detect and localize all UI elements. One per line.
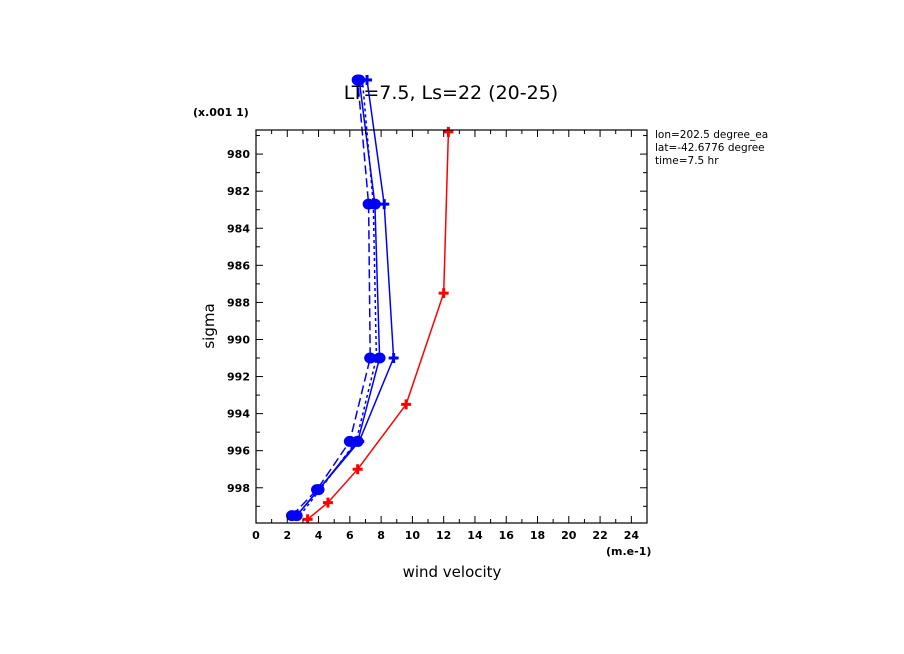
info-time: time=7.5 hr — [655, 155, 719, 167]
y-tick-label: 986 — [227, 259, 250, 272]
info-lat: lat=-42.6776 degree — [655, 142, 765, 154]
series-1-point — [352, 464, 363, 475]
y-tick-label: 984 — [227, 222, 250, 235]
series-2-point — [388, 353, 399, 364]
y-tick-label: 992 — [227, 371, 250, 384]
series-line-2 — [296, 79, 395, 517]
series-line-1 — [307, 131, 450, 520]
series-4-point — [362, 198, 375, 210]
x-tick-label: 14 — [467, 529, 483, 542]
x-tick-label: 18 — [530, 529, 545, 542]
x-tick-label: 24 — [624, 529, 640, 542]
y-axis: 980 982 984 986 988 990 992 994 996 998 — [227, 135, 647, 507]
series-line-5 — [299, 79, 378, 517]
series-layer — [285, 74, 454, 523]
x-axis: 0 2 4 6 8 10 12 14 16 18 20 22 24 — [252, 130, 648, 542]
y-tick-label: 988 — [227, 296, 250, 309]
x-axis-label: wind velocity — [403, 563, 502, 581]
x-tick-label: 12 — [436, 529, 451, 542]
y-tick-label: 990 — [227, 333, 250, 346]
series-line-3 — [296, 79, 381, 517]
series-4-point — [343, 435, 356, 447]
chart-title: LT=7.5, Ls=22 (20-25) — [344, 82, 558, 104]
x-tick-label: 20 — [561, 529, 577, 542]
x-tick-label: 6 — [346, 529, 354, 542]
series-4-point — [351, 74, 364, 86]
series-1-point — [401, 399, 412, 410]
y-tick-label: 980 — [227, 148, 250, 161]
series-4-point — [364, 352, 377, 364]
series-line-4 — [291, 79, 371, 517]
info-block: lon=202.5 degree_ea lat=-42.6776 degree … — [655, 129, 768, 167]
series-1-point — [443, 126, 454, 137]
series-1-point — [322, 497, 333, 508]
x-tick-label: 2 — [283, 529, 291, 542]
series-4-point — [285, 510, 298, 522]
x-tick-label: 22 — [592, 529, 607, 542]
y-scale-note: (x.001 1) — [193, 106, 249, 119]
x-tick-label: 0 — [252, 529, 260, 542]
x-tick-label: 10 — [405, 529, 421, 542]
x-units: (m.e-1) — [606, 545, 651, 558]
x-tick-label: 8 — [377, 529, 385, 542]
y-axis-label: sigma — [200, 303, 218, 348]
y-tick-label: 994 — [227, 408, 250, 421]
y-tick-label: 982 — [227, 185, 250, 198]
plot-frame — [255, 129, 648, 524]
info-lon: lon=202.5 degree_ea — [655, 129, 768, 141]
series-2-point — [379, 199, 390, 210]
series-1-point — [438, 288, 449, 299]
y-tick-label: 996 — [227, 445, 250, 458]
x-tick-label: 4 — [315, 529, 323, 542]
y-tick-label: 998 — [227, 482, 250, 495]
x-tick-label: 16 — [499, 529, 515, 542]
series-4-point — [310, 484, 323, 496]
